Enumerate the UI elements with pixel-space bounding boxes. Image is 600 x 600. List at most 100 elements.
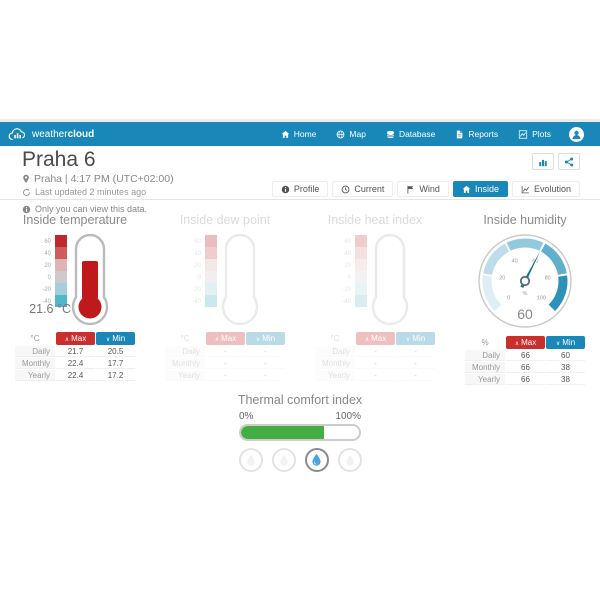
comfort-state-2-icon [279, 454, 288, 466]
svg-text:80: 80 [545, 275, 551, 281]
gauge-unit-label: % [523, 291, 528, 297]
table-row: Monthly - - [165, 358, 285, 369]
bar-chart-button[interactable] [532, 153, 554, 170]
up-arrow-icon: ∧ [214, 337, 220, 343]
line-chart-icon [521, 185, 530, 193]
svg-text:0: 0 [507, 295, 510, 301]
unit-header: % [481, 338, 489, 347]
max-header: ∧ Max [56, 332, 95, 345]
table-row: Monthly 66 38 [465, 362, 585, 373]
tab-evolution[interactable]: Evolution [511, 181, 580, 197]
nav-database-label: Database [398, 129, 436, 139]
nav-menu: Home Map Database [271, 122, 584, 146]
humidity-gauge: 0 20 40 60 80 100 % 60 [478, 234, 572, 328]
max-value-cell: 66 [506, 362, 545, 373]
min-value-cell: - [246, 370, 285, 381]
panel-title: Inside dew point [179, 213, 271, 227]
table-row: Yearly - - [315, 370, 435, 381]
table-row: Yearly - - [165, 370, 285, 381]
last-updated-text: Last updated 2 minutes ago [35, 187, 147, 197]
station-location: Praha | 4:17 PM (UTC+02:00) [22, 173, 174, 185]
info-icon [22, 205, 31, 213]
tab-current[interactable]: Current [332, 181, 394, 197]
table-row: Yearly 22.4 17.2 [15, 370, 135, 381]
min-header: ∨ Min [396, 332, 435, 345]
panel-inside-humidity: Inside humidity 0 20 40 60 80 100 [450, 213, 600, 386]
tab-profile[interactable]: Profile [271, 181, 329, 197]
humidity-stats-table: % ∧ Max ∨ Min Daily 66 60 Monthly 66 38 Ye… [464, 335, 586, 386]
nav-database[interactable]: Database [376, 122, 445, 146]
table-row: Daily - - [315, 346, 435, 357]
nav-plots[interactable]: Plots [508, 122, 561, 146]
down-arrow-icon: ∨ [405, 337, 411, 343]
down-arrow-icon: ∨ [105, 337, 111, 343]
table-row: Daily 21.7 20.5 [15, 346, 135, 357]
comfort-state-2 [271, 448, 296, 472]
unit-header: °C [330, 334, 340, 343]
panel-inside-heat-index: Inside heat index 60 40 20 0 -20 -40 °C [300, 213, 450, 386]
min-value-cell: 38 [546, 374, 585, 385]
max-value-cell: - [356, 358, 395, 369]
comfort-progress-bar [239, 424, 361, 441]
table-row: Monthly - - [315, 358, 435, 369]
nav-map[interactable]: Map [326, 122, 376, 146]
max-header: ∧ Max [506, 336, 545, 349]
tab-wind[interactable]: Wind [397, 181, 449, 197]
panel-inside-temperature: Inside temperature 60 40 20 0 -20 -40 21… [0, 213, 150, 386]
min-header: ∨ Min [96, 332, 135, 345]
page-title: Praha 6 [22, 148, 96, 171]
nav-map-label: Map [349, 129, 366, 139]
tab-inside[interactable]: Inside [452, 181, 508, 197]
row-label-cell: Daily [165, 346, 205, 357]
max-value-cell: - [356, 370, 395, 381]
station-location-text: Praha | 4:17 PM (UTC+02:00) [34, 173, 174, 185]
row-label-cell: Daily [15, 346, 55, 357]
nav-home[interactable]: Home [271, 122, 327, 146]
max-value-cell: 22.4 [56, 370, 95, 381]
svg-text:20: 20 [44, 263, 51, 269]
refresh-icon[interactable] [22, 187, 31, 197]
home-icon [281, 130, 289, 138]
comfort-max-label: 100% [335, 411, 361, 422]
user-avatar-icon [572, 130, 581, 139]
row-label-cell: Monthly [165, 358, 205, 369]
svg-text:-40: -40 [192, 299, 201, 305]
min-value-cell: - [396, 370, 435, 381]
nav-reports[interactable]: Reports [445, 122, 508, 146]
tab-inside-label: Inside [474, 184, 499, 194]
svg-text:60: 60 [344, 239, 351, 245]
brand-logo[interactable]: weathercloud [8, 127, 95, 141]
thermometer-graphic: 60 40 20 0 -20 -40 21.6 °C [29, 233, 109, 326]
info-icon [281, 185, 290, 193]
brand-text: weathercloud [32, 128, 95, 140]
share-button[interactable] [558, 153, 580, 170]
inside-panels: Inside temperature 60 40 20 0 -20 -40 21… [0, 213, 600, 386]
up-arrow-icon: ∧ [514, 341, 520, 347]
svg-text:0: 0 [48, 275, 52, 281]
tab-current-label: Current [354, 184, 385, 194]
row-label-cell: Monthly [315, 358, 355, 369]
user-avatar[interactable] [569, 126, 584, 142]
svg-text:60: 60 [194, 239, 201, 245]
comfort-min-label: 0% [239, 411, 254, 422]
unit-header: °C [30, 334, 40, 343]
min-value-cell: 17.2 [96, 370, 135, 381]
max-value-cell: - [206, 370, 245, 381]
comfort-state-icons [0, 448, 600, 472]
temperature-stats-table: °C ∧ Max ∨ Min Daily 21.7 20.5 Monthly 22.… [14, 331, 136, 382]
report-file-icon [457, 130, 463, 138]
min-value-cell: 17.7 [96, 358, 135, 369]
clock-icon [342, 185, 350, 193]
svg-text:20: 20 [344, 263, 351, 269]
comfort-state-1-icon [246, 454, 255, 466]
max-value-cell: - [206, 358, 245, 369]
max-value-cell: 66 [506, 350, 545, 361]
header-actions [532, 153, 580, 170]
min-value-cell: 38 [546, 362, 585, 373]
svg-text:40: 40 [512, 259, 518, 265]
navbar: weathercloud Home Map Database [0, 122, 600, 146]
svg-text:-40: -40 [342, 299, 351, 305]
row-label-cell: Daily [315, 346, 355, 357]
header-divider [0, 199, 600, 200]
min-header: ∨ Min [246, 332, 285, 345]
